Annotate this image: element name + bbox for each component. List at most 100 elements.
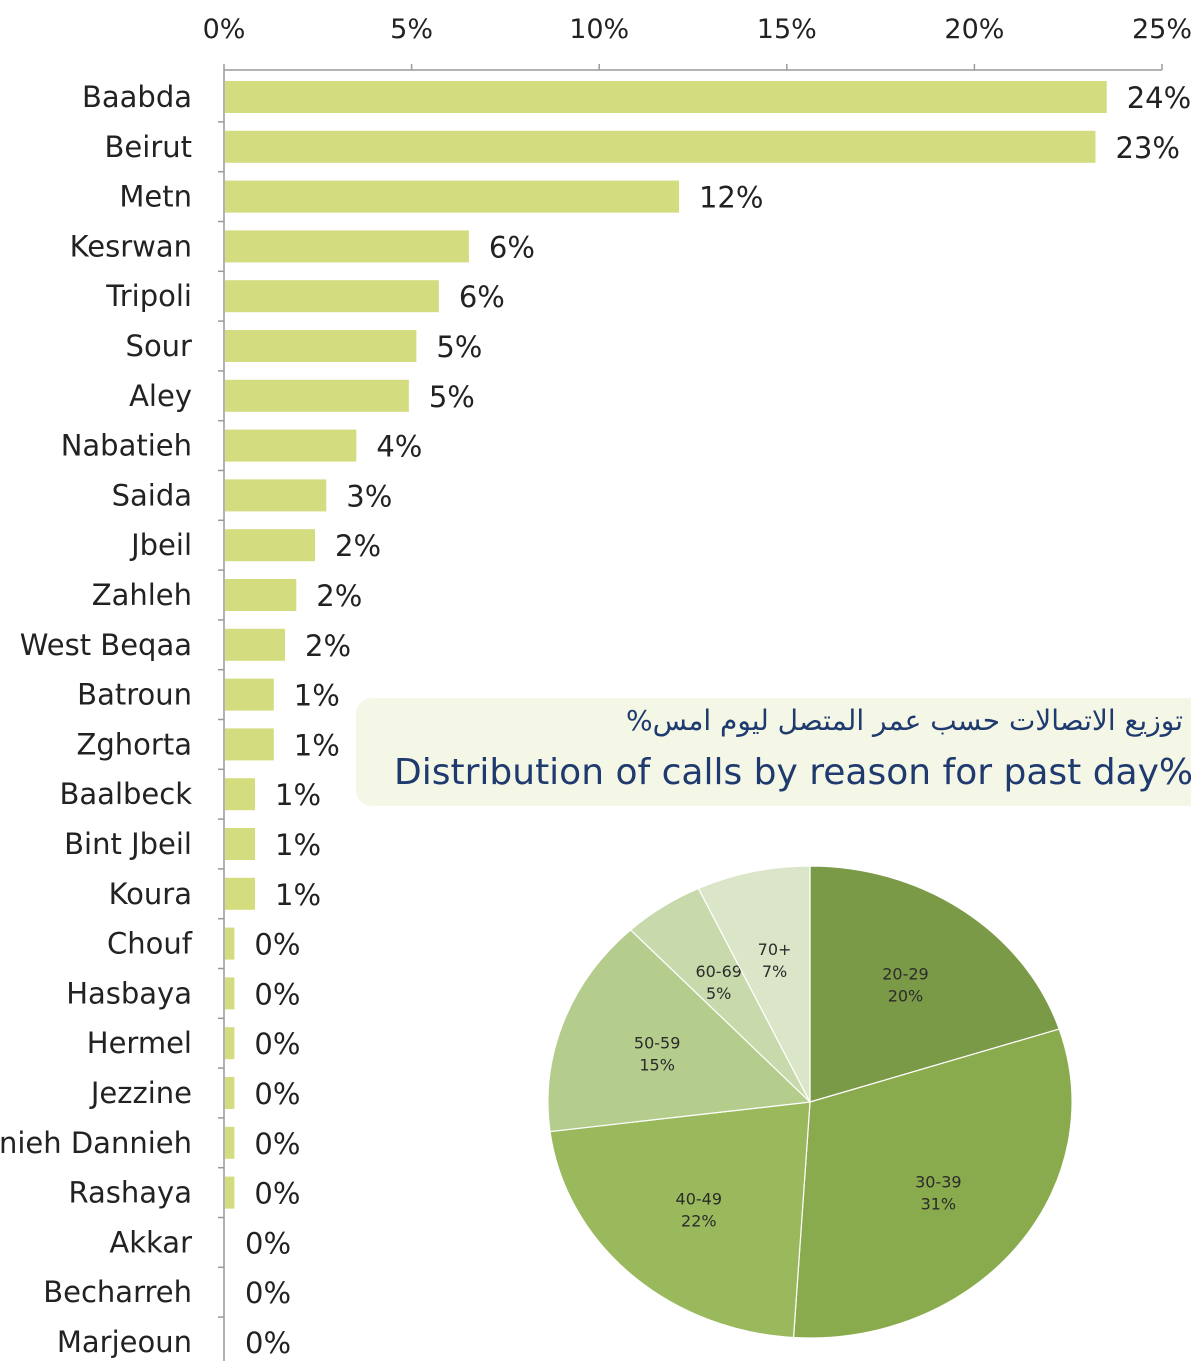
data-label: 6% xyxy=(459,280,505,314)
bar xyxy=(225,130,1096,163)
data-label: 2% xyxy=(335,529,381,563)
data-label: 1% xyxy=(275,778,321,812)
category-label: nieh Dannieh xyxy=(0,1126,192,1160)
pie-slice-value: 20% xyxy=(888,987,924,1006)
x-tick-label: 25% xyxy=(1132,14,1191,45)
pie-slice xyxy=(547,929,812,1133)
data-label: 0% xyxy=(245,1226,291,1260)
x-tick-label: 15% xyxy=(757,14,817,45)
category-label: Batroun xyxy=(77,678,192,712)
pie-slice-value: 7% xyxy=(762,962,787,981)
bar xyxy=(225,1077,235,1109)
bar xyxy=(225,579,297,611)
category-label: Tripoli xyxy=(105,279,192,313)
pie-title-english: Distribution of calls by reason for past… xyxy=(394,752,1191,793)
category-label: Hermel xyxy=(87,1026,192,1060)
data-label: 3% xyxy=(346,479,392,513)
bar xyxy=(225,529,316,562)
bar xyxy=(225,280,439,313)
category-label: Saida xyxy=(112,478,192,512)
category-label: Aley xyxy=(129,379,192,413)
bar xyxy=(225,180,679,213)
pie-slice xyxy=(792,1028,1073,1339)
data-label: 23% xyxy=(1115,131,1179,165)
data-label: 0% xyxy=(254,1027,300,1061)
x-tick-label: 0% xyxy=(203,14,246,45)
category-label: Zahleh xyxy=(92,578,192,612)
bar xyxy=(225,877,256,910)
category-label: Kesrwan xyxy=(70,229,192,263)
data-label: 5% xyxy=(436,330,482,364)
bar xyxy=(225,678,274,711)
pie-slice xyxy=(549,1101,811,1339)
pie-slice xyxy=(809,865,1060,1103)
pie-slice-value: 22% xyxy=(681,1212,717,1231)
category-label: Jbeil xyxy=(129,528,192,562)
bar xyxy=(225,1126,235,1159)
pie-chart: 20-29 20% 30-39 31% 40-49 22% 50-59 15% 60-69 5% 7… xyxy=(547,865,1073,1339)
pie-slice-label: 40-49 xyxy=(676,1190,723,1209)
data-label: 1% xyxy=(275,828,321,862)
bar xyxy=(225,927,235,960)
category-label: Hasbaya xyxy=(66,976,192,1010)
category-label: Bint Jbeil xyxy=(64,827,192,861)
bar xyxy=(225,429,357,462)
bar xyxy=(225,479,327,512)
pie-slice-value: 31% xyxy=(921,1195,957,1214)
pie-title-arabic: توزيع الاتصالات حسب عمر المتصل ليوم امس% xyxy=(626,704,1183,737)
category-label: Rashaya xyxy=(69,1176,192,1210)
data-label: 5% xyxy=(429,380,475,414)
bar xyxy=(225,230,469,263)
data-label: 2% xyxy=(305,629,351,663)
bar xyxy=(225,379,409,412)
pie-slice-label: 20-29 xyxy=(882,965,929,984)
category-label: Koura xyxy=(109,877,192,911)
data-label: 6% xyxy=(489,230,535,264)
pie-slice xyxy=(697,865,811,1103)
x-tick-label: 10% xyxy=(569,14,629,45)
category-label: Zghorta xyxy=(77,727,192,761)
bar xyxy=(225,1027,235,1060)
category-label: Beirut xyxy=(105,130,192,164)
category-label: Jezzine xyxy=(89,1076,192,1110)
data-label: 0% xyxy=(245,1276,291,1310)
bar xyxy=(225,81,1107,113)
data-label: 12% xyxy=(699,181,763,215)
category-label: Chouf xyxy=(107,927,193,961)
pie-slice-value: 5% xyxy=(706,984,731,1003)
category-label: Nabatieh xyxy=(61,429,192,463)
bar xyxy=(225,728,274,761)
x-tick-label: 5% xyxy=(390,14,433,45)
pie-slice-label: 70+ xyxy=(758,940,792,959)
category-label: Baabda xyxy=(82,80,192,114)
data-label: 24% xyxy=(1127,81,1191,115)
category-label: Akkar xyxy=(109,1225,192,1259)
data-label: 1% xyxy=(275,878,321,912)
data-label: 2% xyxy=(316,579,362,613)
category-label: Metn xyxy=(119,180,192,214)
data-label: 0% xyxy=(254,977,300,1011)
category-label: West Beqaa xyxy=(20,628,192,662)
data-label: 0% xyxy=(245,1326,291,1360)
category-label: Marjeoun xyxy=(57,1325,192,1359)
pie-slice-label: 60-69 xyxy=(695,962,742,981)
pie-slice-label: 30-39 xyxy=(915,1173,962,1192)
bar-chart: 0% 5% 10% 15% 20% 25% Baabda 24% Beirut 23% Metn 12… xyxy=(0,14,1191,1361)
data-label: 0% xyxy=(254,1127,300,1161)
data-label: 0% xyxy=(254,1177,300,1211)
pie-title-box: توزيع الاتصالات حسب عمر المتصل ليوم امس%… xyxy=(356,698,1191,806)
category-label: Becharreh xyxy=(43,1275,192,1309)
category-label: Baalbeck xyxy=(60,777,193,811)
data-label: 0% xyxy=(254,1077,300,1111)
bar xyxy=(225,628,286,661)
bar xyxy=(225,1176,235,1209)
bar xyxy=(225,977,235,1010)
pie-slice-label: 50-59 xyxy=(634,1033,681,1052)
bar xyxy=(225,828,256,860)
category-label: Sour xyxy=(126,329,193,363)
data-label: 1% xyxy=(294,728,340,762)
bar xyxy=(225,330,417,362)
data-label: 4% xyxy=(376,430,422,464)
